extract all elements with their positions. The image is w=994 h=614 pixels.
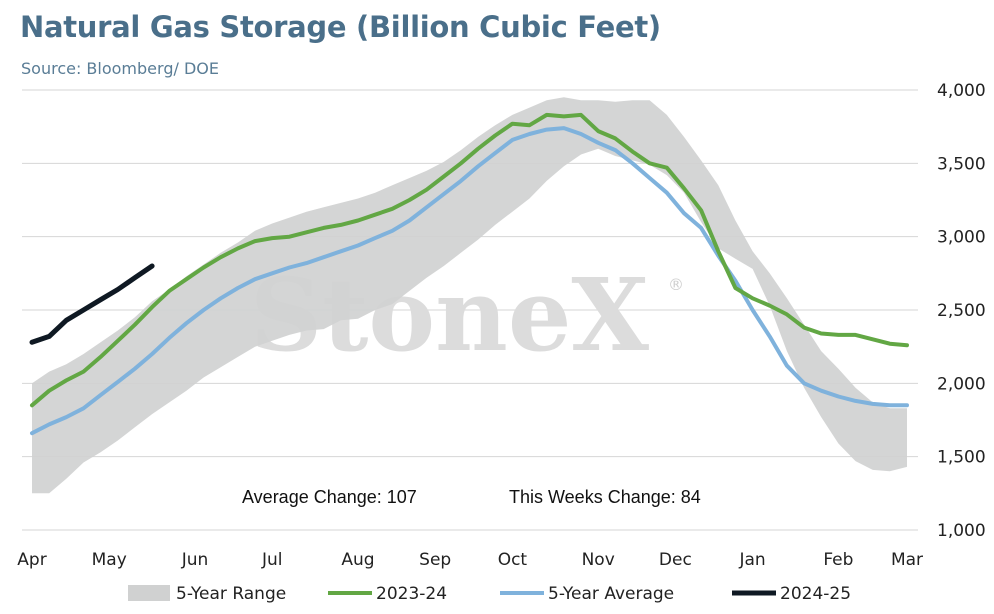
x-tick-label-sep: Sep: [419, 550, 451, 570]
legend-label-2024-25: 2024-25: [780, 584, 851, 604]
x-tick-label-oct: Oct: [498, 550, 528, 570]
x-tick-label-feb: Feb: [823, 550, 853, 570]
watermark-registered-mark: ®: [668, 275, 684, 294]
series-lines: [29, 112, 909, 436]
legend-label-2023-24: 2023-24: [376, 584, 447, 604]
x-tick-label-aug: Aug: [341, 550, 374, 570]
x-tick-label-may: May: [92, 550, 127, 570]
y-tick-label-3000: 3,000: [937, 228, 986, 248]
chart-title: Natural Gas Storage (Billion Cubic Feet): [20, 10, 661, 44]
x-tick-label-apr: Apr: [17, 550, 46, 570]
x-tick-label-jul: Jul: [261, 550, 283, 570]
legend: 5-Year Range 2023-24 5-Year Average 2024-25: [128, 584, 851, 604]
series-line-2024-25: [29, 263, 155, 345]
y-tick-label-3500: 3,500: [937, 154, 986, 174]
chart-subtitle: Source: Bloomberg/ DOE: [21, 59, 219, 78]
y-tick-label-2000: 2,000: [937, 374, 986, 394]
series-line-5-year-average: [30, 126, 909, 436]
y-tick-label-1500: 1,500: [937, 448, 986, 468]
x-tick-label-jan: Jan: [738, 550, 765, 570]
x-tick-label-dec: Dec: [659, 550, 692, 570]
y-tick-label-4000: 4,000: [937, 81, 986, 101]
x-tick-label-jun: Jun: [181, 550, 209, 570]
legend-swatch-5-year-range: [128, 585, 170, 601]
legend-label-5-year-range: 5-Year Range: [176, 584, 286, 604]
y-tick-label-1000: 1,000: [937, 521, 986, 541]
y-axis-ticks: 1,000 1,500 2,000 2,500 3,000 3,500 4,000: [937, 81, 986, 541]
y-tick-label-2500: 2,500: [937, 301, 986, 321]
average-change-annotation: Average Change: 107: [242, 487, 417, 507]
weekly-change-annotation: This Weeks Change: 84: [509, 487, 701, 507]
annotations: Average Change: 107 This Weeks Change: 8…: [242, 487, 701, 507]
legend-label-5-year-average: 5-Year Average: [548, 584, 674, 604]
x-axis-ticks: Apr May Jun Jul Aug Sep Oct Nov Dec Jan Feb Mar: [17, 550, 923, 570]
x-tick-label-mar: Mar: [891, 550, 923, 570]
x-tick-label-nov: Nov: [582, 550, 615, 570]
series-line-2023-24: [30, 112, 909, 408]
